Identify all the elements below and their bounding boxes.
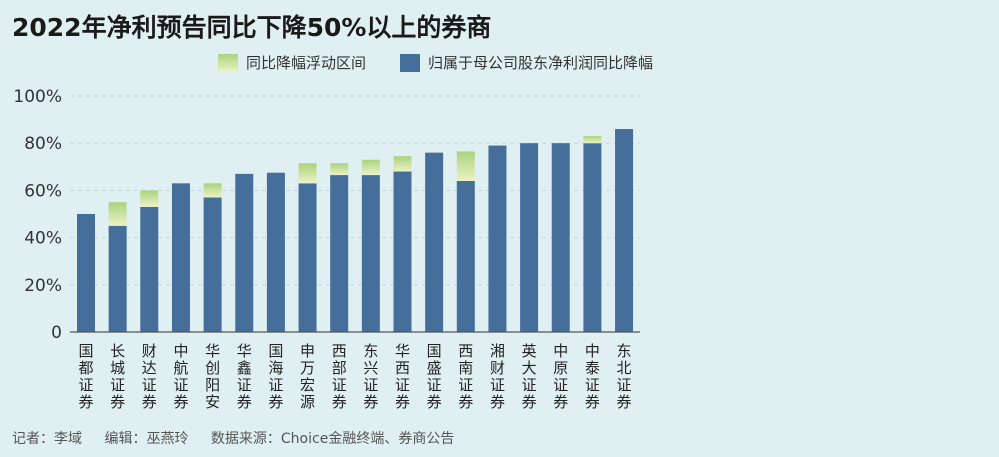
x-tick-label: 国海证券: [268, 342, 283, 411]
bar-6: [235, 173, 254, 332]
x-tick-label: 申万宏源: [300, 342, 315, 411]
bar-7: [266, 172, 285, 332]
y-tick-label: 100%: [13, 87, 62, 107]
band-3: [140, 190, 159, 207]
band-17: [583, 136, 602, 144]
band-9: [330, 163, 349, 176]
bar-17: [583, 143, 602, 332]
x-tick-label: 财达证券: [142, 342, 157, 411]
bar-13: [456, 180, 475, 332]
footer-editor: 编辑：巫燕玲: [104, 431, 189, 447]
x-tick-label: 华西证券: [395, 342, 410, 411]
x-tick-label: 国都证券: [78, 342, 93, 411]
band-2: [108, 202, 127, 226]
legend-item-band: 同比降幅浮动区间: [218, 52, 366, 73]
bar-4: [171, 183, 190, 332]
bar-12: [425, 152, 444, 332]
x-tick-label: 西部证券: [332, 342, 347, 411]
bar-1: [77, 214, 95, 332]
bars: [77, 129, 634, 332]
legend-swatch-bar: [400, 53, 421, 72]
bar-8: [298, 183, 317, 332]
legend-swatch-band: [218, 53, 238, 72]
bar-2: [108, 225, 127, 332]
chart-title: 2022年净利预告同比下降50%以上的券商: [12, 13, 492, 42]
legend-label-band: 同比降幅浮动区间: [246, 54, 367, 72]
x-tick-label: 华鑫证券: [237, 342, 252, 411]
bar-5: [203, 197, 222, 332]
band-10: [361, 159, 380, 176]
x-tick-label: 英大证券: [522, 342, 537, 411]
y-tick-label: 80%: [24, 134, 62, 154]
band-5: [203, 183, 222, 198]
x-tick-label: 中航证券: [173, 342, 188, 411]
bar-3: [140, 206, 159, 332]
x-tick-label: 中泰证券: [585, 342, 600, 411]
grid-lines: [70, 95, 640, 286]
x-tick-label: 西南证券: [458, 342, 473, 411]
y-tick-label: 60%: [24, 181, 62, 201]
footer: 记者：李域 编辑：巫燕玲 数据来源：Choice金融终端、券商公告: [12, 428, 472, 448]
band-11: [393, 156, 412, 172]
bar-18: [615, 129, 634, 332]
bar-9: [330, 175, 349, 332]
x-tick-label: 长城证券: [110, 342, 125, 411]
y-axis-ticks: 0 20% 40% 60% 80% 100%: [13, 87, 62, 343]
x-tick-label: 东北证券: [617, 342, 632, 411]
y-tick-label: 40%: [24, 229, 62, 249]
footer-source: 数据来源：Choice金融终端、券商公告: [210, 431, 455, 447]
bar-16: [551, 143, 570, 332]
bar-10: [361, 175, 380, 332]
x-tick-label: 华创阳安: [205, 342, 220, 411]
legend: 同比降幅浮动区间 归属于母公司股东净利润同比降幅: [218, 52, 687, 73]
y-tick-label: 20%: [24, 276, 62, 296]
band-13: [456, 151, 475, 181]
x-tick-label: 湘财证券: [490, 342, 505, 411]
x-axis-labels: 国都证券 长城证券 财达证券 中航证券 华创阳安 华鑫证券 国海证券 申万宏源 西部证券 东兴证券…: [78, 342, 631, 411]
footer-reporter: 记者：李域: [12, 431, 82, 447]
x-tick-label: 中原证券: [553, 342, 568, 411]
y-tick-label: 0: [51, 323, 62, 343]
bar-15: [520, 143, 539, 332]
bar-14: [488, 145, 507, 332]
legend-label-bar: 归属于母公司股东净利润同比降幅: [428, 54, 654, 72]
bar-11: [393, 171, 412, 332]
legend-item-bar: 归属于母公司股东净利润同比降幅: [400, 52, 653, 73]
band-8: [298, 163, 317, 184]
x-tick-label: 国盛证券: [427, 342, 442, 411]
x-tick-label: 东兴证券: [363, 342, 378, 411]
